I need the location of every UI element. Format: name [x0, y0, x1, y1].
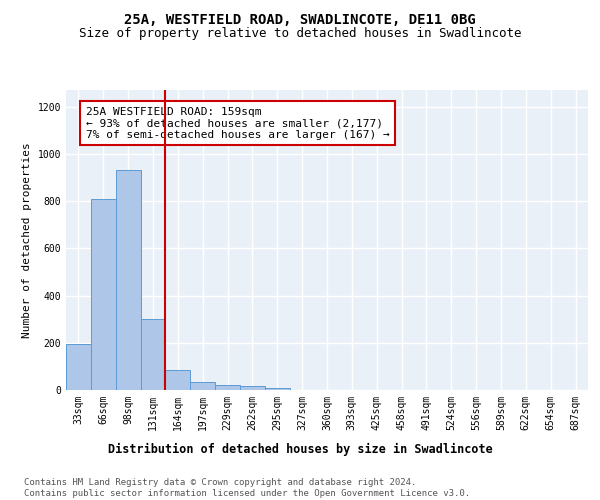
Text: Contains HM Land Registry data © Crown copyright and database right 2024.
Contai: Contains HM Land Registry data © Crown c…	[24, 478, 470, 498]
Text: 25A WESTFIELD ROAD: 159sqm
← 93% of detached houses are smaller (2,177)
7% of se: 25A WESTFIELD ROAD: 159sqm ← 93% of deta…	[86, 106, 389, 140]
Text: Size of property relative to detached houses in Swadlincote: Size of property relative to detached ho…	[79, 28, 521, 40]
Bar	[116, 170, 140, 390]
Bar	[66, 344, 91, 390]
Bar	[166, 370, 190, 390]
Text: 25A, WESTFIELD ROAD, SWADLINCOTE, DE11 0BG: 25A, WESTFIELD ROAD, SWADLINCOTE, DE11 0…	[124, 12, 476, 26]
Bar	[140, 319, 166, 390]
Bar	[265, 388, 290, 390]
Bar	[190, 382, 215, 390]
Y-axis label: Number of detached properties: Number of detached properties	[22, 142, 32, 338]
Bar	[91, 198, 116, 390]
Bar	[215, 386, 240, 390]
Bar	[240, 386, 265, 390]
Text: Distribution of detached houses by size in Swadlincote: Distribution of detached houses by size …	[107, 442, 493, 456]
